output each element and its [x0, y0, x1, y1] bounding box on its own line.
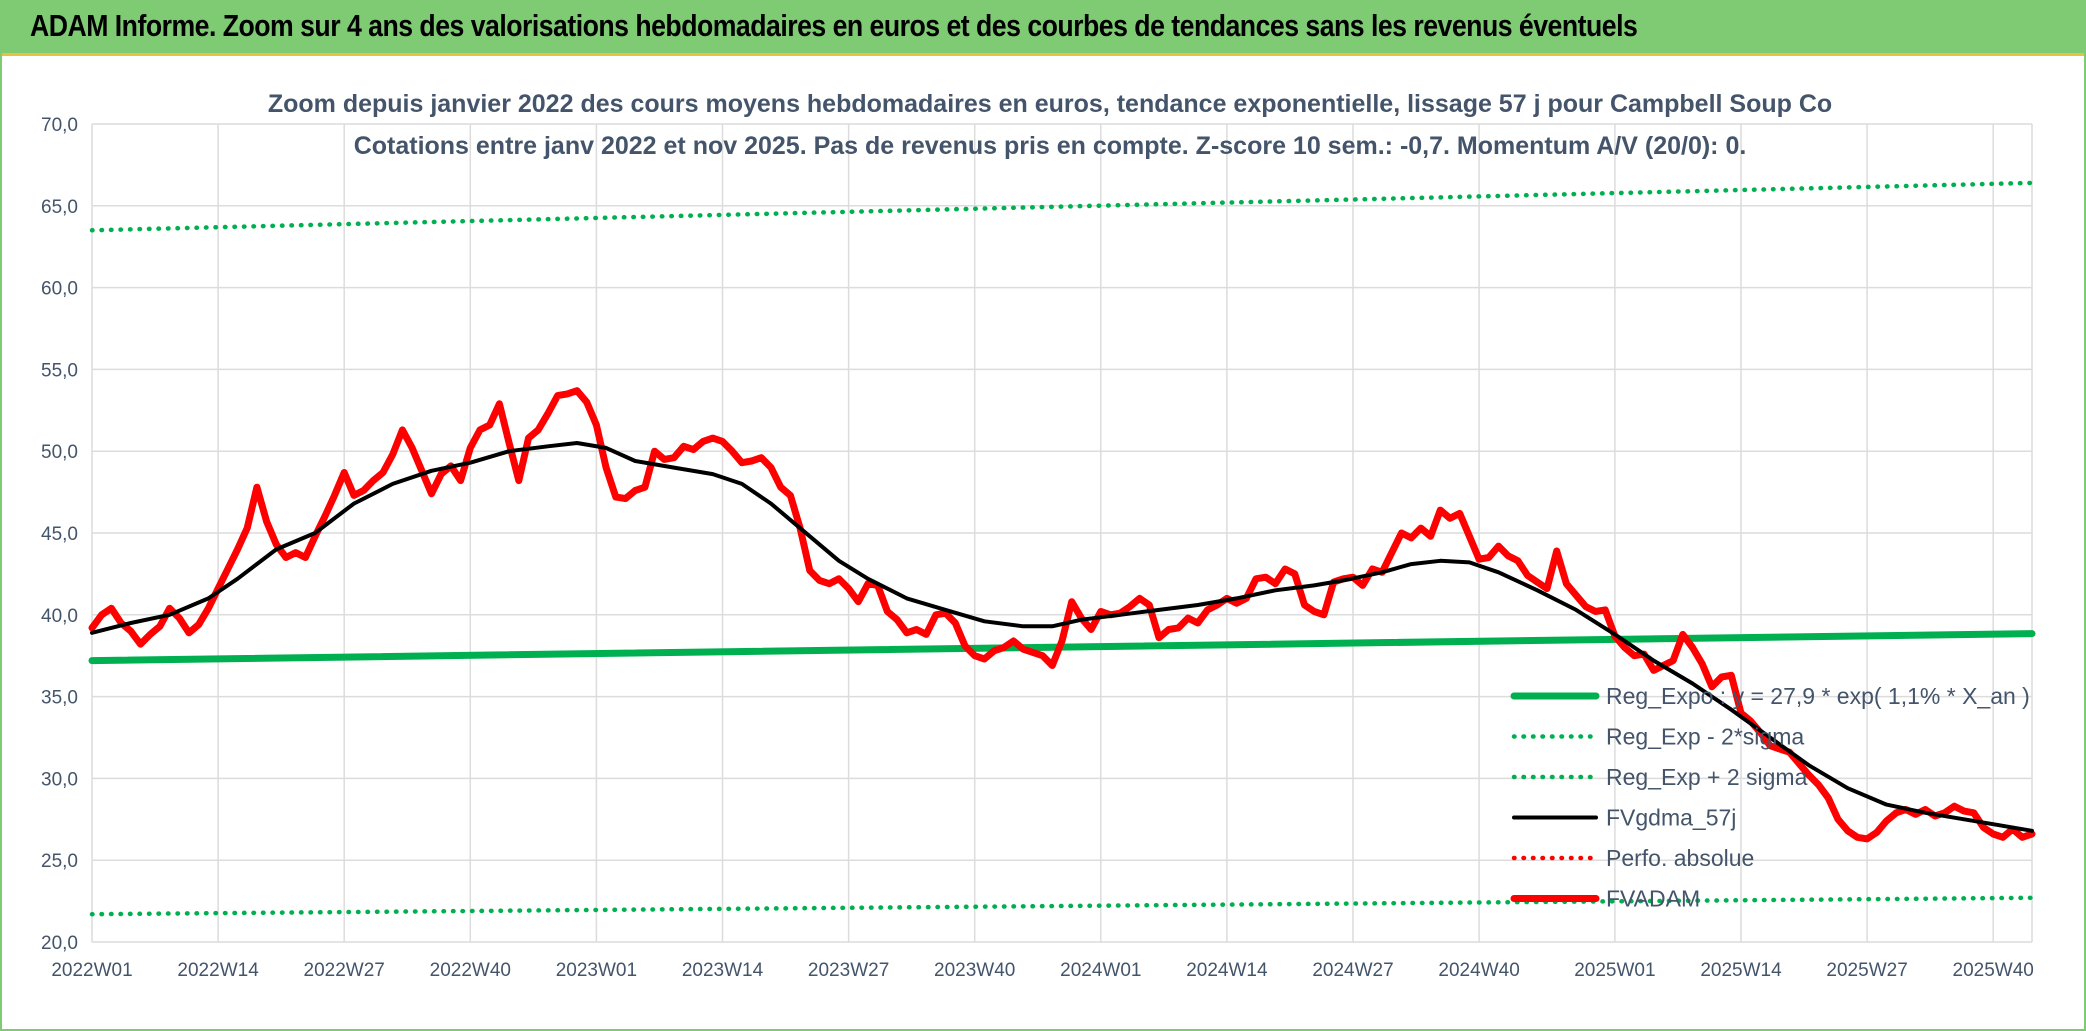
- report-title: ADAM Informe. Zoom sur 4 ans des valoris…: [30, 8, 1638, 43]
- y-tick-label: 55,0: [41, 360, 78, 381]
- y-tick-label: 50,0: [41, 442, 78, 463]
- y-tick-label: 60,0: [41, 279, 78, 300]
- x-tick-label: 2025W27: [1826, 960, 1907, 981]
- legend-label-fvgdma-57j: FVgdma_57j: [1606, 805, 1736, 831]
- legend-label-perfo-absolue: Perfo. absolue: [1606, 845, 1754, 871]
- series-layer: [88, 180, 2036, 917]
- series-reg-exp-2-sigma: [89, 895, 2035, 917]
- x-tick-label: 2024W14: [1186, 960, 1268, 981]
- chart-grid: [91, 123, 2033, 943]
- x-tick-label: 2023W40: [934, 960, 1015, 981]
- y-tick-label: 65,0: [41, 197, 78, 218]
- x-tick-label: 2023W14: [682, 960, 764, 981]
- series-fvgdma-57j: [90, 441, 2034, 833]
- x-tick-label: 2022W01: [51, 960, 132, 981]
- chart-legend: Reg_Expo : y = 27,9 * exp( 1,1% * X_an )…: [1510, 683, 2030, 912]
- legend-label-reg-exp-2-sigma: Reg_Exp + 2 sigma: [1606, 764, 1808, 790]
- x-tick-label: 2025W01: [1574, 960, 1655, 981]
- legend-label-reg-expo-y-27-9-exp-1-1-x-an: Reg_Expo : y = 27,9 * exp( 1,1% * X_an ): [1606, 683, 2030, 709]
- series-reg-exp-2-sigma: [89, 180, 2035, 233]
- legend-label-fvadam: FVADAM: [1606, 886, 1700, 912]
- x-tick-label: 2025W14: [1700, 960, 1782, 981]
- y-tick-label: 20,0: [41, 933, 78, 954]
- y-tick-label: 45,0: [41, 524, 78, 545]
- series-fvadam: [88, 387, 2036, 843]
- report-banner: ADAM Informe. Zoom sur 4 ans des valoris…: [2, 2, 2084, 56]
- y-tick-label: 70,0: [41, 115, 78, 136]
- x-tick-label: 2022W40: [430, 960, 511, 981]
- y-tick-label: 30,0: [41, 769, 78, 790]
- x-tick-label: 2023W01: [556, 960, 637, 981]
- chart-titles: Zoom depuis janvier 2022 des cours moyen…: [268, 90, 1832, 160]
- x-tick-label: 2024W40: [1438, 960, 1519, 981]
- chart-title-line-2: Cotations entre janv 2022 et nov 2025. P…: [354, 132, 1747, 160]
- x-tick-label: 2025W40: [1953, 960, 2034, 981]
- y-tick-label: 35,0: [41, 688, 78, 709]
- y-tick-label: 25,0: [41, 851, 78, 872]
- x-tick-label: 2022W14: [177, 960, 259, 981]
- y-tick-label: 40,0: [41, 606, 78, 627]
- y-axis: 20,0 25,0 30,0 35,0 40,0 45,0 50,0 55,0 60,0 65,0…: [41, 115, 78, 954]
- x-tick-label: 2023W27: [808, 960, 889, 981]
- x-tick-label: 2022W27: [304, 960, 385, 981]
- x-tick-label: 2024W27: [1312, 960, 1393, 981]
- line-chart: 2022W01 2022W14 2022W27 2022W40 2023W01 2023W…: [41, 90, 2036, 981]
- chart-title-line-1: Zoom depuis janvier 2022 des cours moyen…: [268, 90, 1832, 118]
- legend-label-reg-exp-2-sigma: Reg_Exp - 2*sigma: [1606, 724, 1804, 750]
- x-axis: 2022W01 2022W14 2022W27 2022W40 2023W01 2023W…: [51, 960, 2034, 981]
- x-tick-label: 2024W01: [1060, 960, 1141, 981]
